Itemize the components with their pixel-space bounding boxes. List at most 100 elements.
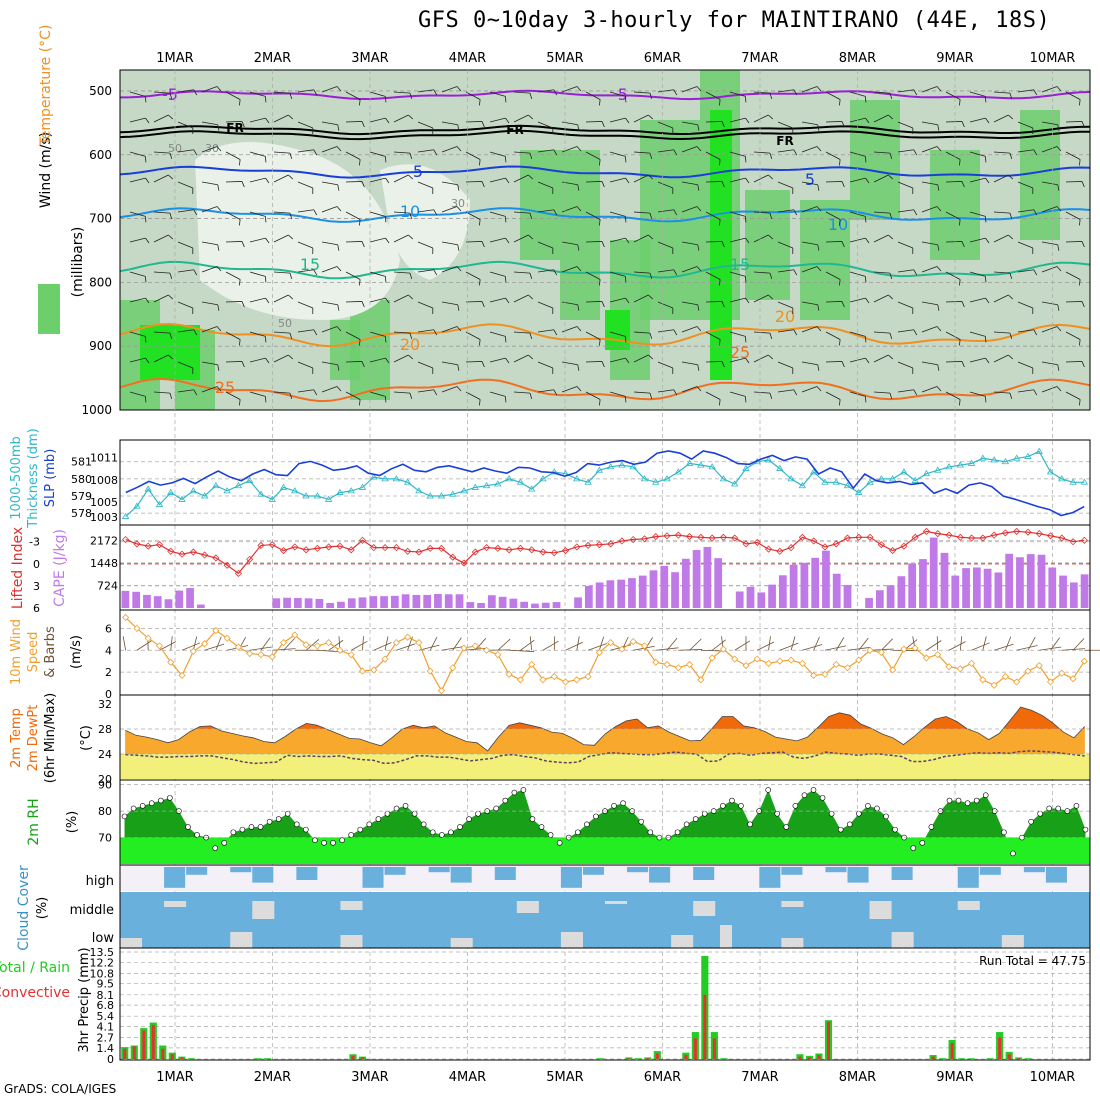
wind10m-marker — [787, 656, 795, 664]
wind-barb — [345, 181, 363, 183]
wind-barb-flag — [408, 354, 414, 360]
lifted-index-marker — [223, 561, 231, 569]
thickness-tick-label: 578 — [71, 507, 92, 520]
thickness-marker — [674, 468, 683, 475]
thickness-marker — [1058, 475, 1066, 482]
wind10m-barb — [711, 639, 726, 651]
wind10m-barb — [509, 649, 535, 652]
bottom-date-label: 8MAR — [839, 1070, 876, 1085]
wind-barb-flag — [553, 329, 558, 336]
wind-barb — [1065, 91, 1081, 100]
upper-air-ylabel: Wind (m/s) — [38, 132, 54, 208]
wind-barb — [201, 301, 218, 306]
wind-barb — [729, 177, 746, 183]
wind-barb — [561, 146, 578, 153]
wind10m-marker — [753, 655, 761, 663]
wind-barb — [249, 331, 266, 337]
wind10m-marker — [832, 660, 840, 669]
wind-barb — [801, 121, 818, 126]
precip-conv-bar — [684, 1055, 688, 1059]
wind-barb — [225, 271, 241, 280]
rh2m-marker — [448, 829, 454, 836]
wind-barb — [945, 91, 961, 100]
wind-barb — [1041, 181, 1058, 186]
wind-barb — [465, 241, 483, 243]
wind-barb — [1041, 206, 1058, 213]
wind-barb-flag — [744, 276, 747, 283]
wind-barb — [993, 271, 1010, 274]
cape-bar — [164, 599, 173, 608]
lifted-index-marker — [494, 544, 502, 552]
lifted-index-marker — [640, 535, 649, 543]
thickness-tick-label: 581 — [71, 456, 92, 469]
wind-barb — [393, 271, 410, 274]
wind-barb-flag — [265, 177, 270, 184]
wind-barb-flag — [529, 152, 533, 159]
wind-barb-flag — [721, 121, 725, 128]
wind-barb-flag — [144, 156, 147, 163]
thickness-marker — [618, 461, 626, 468]
wind-barb-flag — [169, 332, 173, 339]
temp-tick-label: 24 — [98, 748, 112, 761]
top-date-label: 6MAR — [644, 51, 681, 66]
wind-barb — [825, 331, 841, 340]
wind10m-marker — [798, 659, 806, 667]
wind-barb — [585, 301, 603, 303]
precip-total-bar — [967, 1058, 975, 1059]
li-tick-label: 6 — [33, 602, 40, 615]
isotherm-label: FR — [506, 123, 523, 137]
wind-barb-flag — [313, 149, 318, 156]
rh2m-marker — [1028, 818, 1034, 825]
wind-barb — [201, 361, 218, 366]
cloud-high-bar — [649, 867, 671, 883]
wind-barb — [321, 181, 338, 186]
lifted-index-marker — [539, 548, 547, 556]
wind-barb — [1065, 121, 1083, 123]
wind-barb — [537, 209, 554, 213]
wind-barb-flag — [385, 297, 390, 304]
wind-barb-flag — [264, 216, 267, 223]
precip-conv-bar — [655, 1053, 659, 1059]
wind-barb-flag — [576, 206, 582, 212]
wind-barb-flag — [961, 241, 965, 248]
wind-barb — [297, 241, 313, 249]
cape-bar — [186, 588, 194, 608]
wind-barb — [249, 151, 266, 157]
wind-barb-flag — [241, 241, 245, 248]
rh2m-marker — [321, 840, 327, 846]
wind-barb-flag — [599, 279, 601, 286]
pressure-tick-label: 500 — [89, 84, 112, 98]
wind-barb-flag — [744, 216, 747, 223]
rh2m-marker — [783, 824, 790, 830]
precip-tick-label: 6.8 — [97, 999, 115, 1012]
wind-barb — [945, 241, 963, 243]
wind-barb-flag — [816, 266, 822, 272]
wind-barb — [417, 329, 434, 333]
cloud-high-bar — [186, 867, 208, 875]
cape-bar — [768, 584, 776, 608]
cape-bar — [638, 575, 647, 608]
temp-band-low-overlay — [120, 754, 1090, 779]
wind-barb-flag — [865, 177, 870, 184]
wind-barb-flag — [529, 332, 533, 339]
rh2m-marker — [402, 803, 409, 809]
rh2m-tick-label: 70 — [98, 832, 112, 845]
wind-barb-flag — [888, 114, 894, 120]
wind-barb-flag — [361, 361, 365, 368]
wind-barb — [633, 91, 650, 94]
lifted-index-marker — [956, 533, 964, 541]
wind10m-ylabel: 10m Wind — [9, 619, 24, 685]
wind-barb-flag — [288, 354, 294, 360]
wind-barb — [273, 91, 290, 94]
lifted-index-marker — [471, 548, 479, 556]
rh2m-marker — [765, 787, 771, 793]
wind-barb — [1017, 269, 1034, 273]
precip-total-bar — [254, 1058, 262, 1059]
wind-barb — [465, 391, 481, 400]
lifted-index-marker — [1024, 528, 1032, 536]
wind-barb — [129, 151, 146, 157]
wind-barb-flag — [936, 206, 942, 212]
wind-barb — [729, 331, 746, 337]
